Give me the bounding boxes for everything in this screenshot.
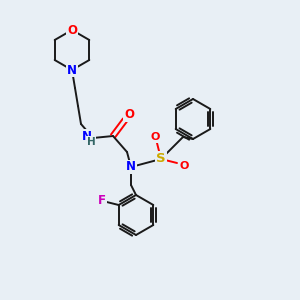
Text: S: S [156, 152, 166, 166]
Text: N: N [82, 130, 92, 142]
Text: N: N [67, 64, 77, 76]
Text: O: O [124, 109, 134, 122]
Text: N: N [126, 160, 136, 173]
Text: O: O [150, 132, 160, 142]
Text: F: F [98, 194, 106, 208]
Text: O: O [67, 23, 77, 37]
Text: H: H [87, 137, 95, 147]
Text: O: O [179, 161, 189, 171]
